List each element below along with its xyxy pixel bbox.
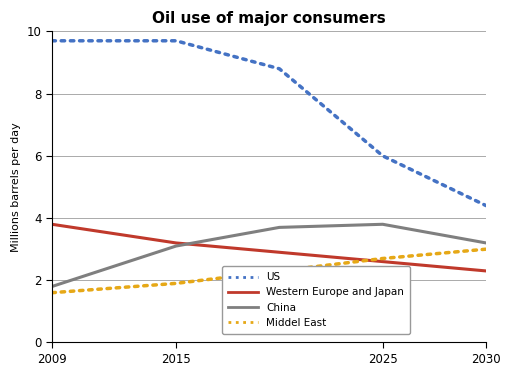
Title: Oil use of major consumers: Oil use of major consumers	[152, 11, 386, 26]
Legend: US, Western Europe and Japan, China, Middel East: US, Western Europe and Japan, China, Mid…	[222, 266, 410, 334]
Y-axis label: Millions barrels per day: Millions barrels per day	[11, 122, 21, 252]
